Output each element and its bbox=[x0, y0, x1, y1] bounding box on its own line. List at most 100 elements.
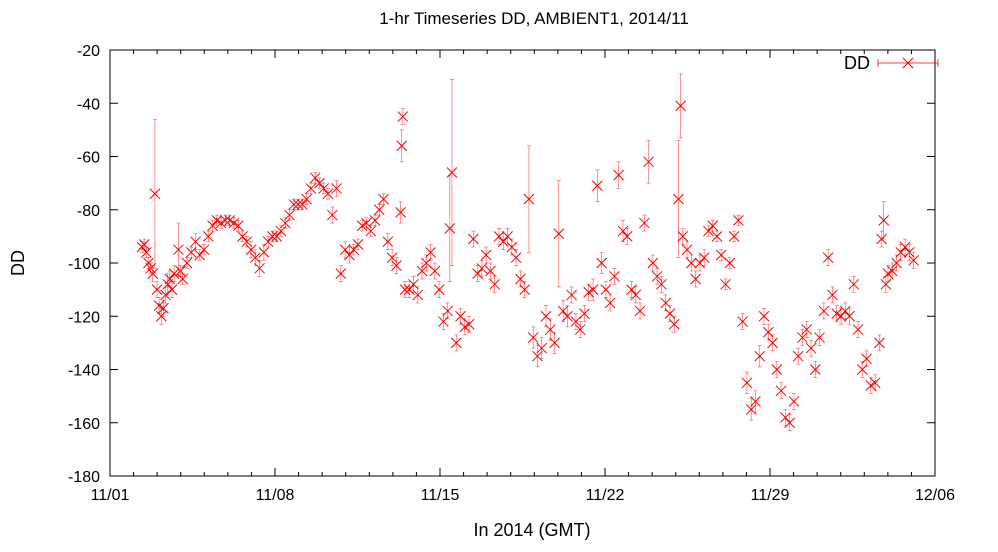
legend: DD bbox=[844, 53, 939, 73]
data-point bbox=[792, 347, 804, 365]
data-point bbox=[194, 249, 206, 261]
data-point bbox=[762, 323, 774, 341]
data-point bbox=[754, 345, 766, 368]
data-point bbox=[587, 278, 599, 301]
legend-marker bbox=[902, 57, 914, 69]
data-point bbox=[876, 230, 887, 248]
legend-label-dd: DD bbox=[844, 53, 870, 73]
x-axis-label: In 2014 (GMT) bbox=[473, 520, 590, 540]
data-point bbox=[463, 315, 475, 333]
data-point bbox=[767, 334, 778, 352]
data-point bbox=[685, 254, 697, 272]
data-point bbox=[181, 257, 193, 269]
y-axis-label: DD bbox=[8, 250, 28, 276]
data-point bbox=[711, 230, 723, 242]
data-point bbox=[741, 371, 753, 394]
data-point bbox=[574, 321, 586, 338]
y-tick-label: -80 bbox=[77, 203, 100, 220]
x-tick-label: 11/01 bbox=[91, 487, 130, 504]
data-point bbox=[626, 281, 637, 298]
data-point bbox=[557, 299, 569, 322]
data-point bbox=[630, 286, 642, 304]
data-point bbox=[497, 233, 509, 250]
data-point bbox=[583, 283, 595, 301]
data-point bbox=[284, 209, 295, 221]
data-point bbox=[147, 265, 159, 282]
data-point bbox=[809, 361, 821, 378]
x-tick-label: 11/22 bbox=[586, 487, 625, 504]
data-point bbox=[822, 249, 834, 266]
data-point bbox=[232, 220, 244, 232]
data-point bbox=[202, 230, 214, 242]
data-point bbox=[519, 281, 530, 298]
data-point bbox=[886, 262, 898, 280]
data-point bbox=[801, 321, 813, 338]
data-point bbox=[326, 206, 338, 224]
data-point bbox=[378, 193, 389, 205]
data-point bbox=[703, 225, 714, 237]
data-point bbox=[322, 188, 334, 200]
data-point bbox=[168, 265, 180, 282]
data-point bbox=[856, 361, 868, 378]
data-point bbox=[604, 294, 616, 312]
chart-title: 1-hr Timeseries DD, AMBIENT1, 2014/11 bbox=[379, 9, 689, 28]
data-point bbox=[899, 238, 911, 256]
data-point bbox=[643, 140, 654, 184]
data-point bbox=[149, 118, 161, 269]
data-point bbox=[660, 294, 672, 312]
data-point bbox=[237, 230, 248, 242]
data-point bbox=[566, 286, 578, 304]
data-point bbox=[314, 177, 325, 189]
data-point bbox=[185, 246, 197, 258]
data-point bbox=[848, 276, 860, 293]
y-tick-label: -100 bbox=[68, 256, 100, 273]
data-point bbox=[493, 228, 505, 245]
data-point bbox=[647, 254, 659, 272]
data-point bbox=[249, 249, 261, 266]
y-tick-label: -40 bbox=[77, 96, 100, 113]
data-point bbox=[309, 172, 321, 184]
y-axis: -20 -40 -60 -80 -100 -120 -140 -160 -180 bbox=[68, 43, 935, 486]
data-point bbox=[335, 265, 347, 282]
x-tick-label: 11/08 bbox=[256, 487, 295, 504]
data-point bbox=[403, 281, 415, 298]
data-point bbox=[369, 214, 381, 227]
data-point bbox=[429, 262, 441, 280]
data-point bbox=[874, 334, 885, 352]
y-tick-label: -120 bbox=[68, 309, 100, 326]
data-point bbox=[600, 281, 612, 298]
data-point bbox=[903, 244, 915, 261]
data-point bbox=[138, 238, 150, 250]
data-point bbox=[220, 214, 231, 227]
data-point bbox=[784, 414, 796, 432]
data-point bbox=[690, 270, 701, 288]
x-tick-label: 11/29 bbox=[751, 487, 790, 504]
data-point bbox=[613, 161, 625, 189]
data-point bbox=[318, 182, 330, 195]
data-point bbox=[523, 145, 535, 253]
data-point bbox=[391, 257, 402, 274]
x-tick-label: 12/06 bbox=[915, 487, 955, 504]
data-point bbox=[408, 276, 419, 293]
data-point bbox=[673, 140, 684, 258]
data-point bbox=[442, 302, 454, 320]
data-point bbox=[348, 244, 360, 256]
data-point bbox=[758, 307, 770, 325]
data-point bbox=[207, 220, 218, 232]
data-point bbox=[544, 318, 556, 341]
data-point bbox=[198, 244, 210, 256]
data-point bbox=[166, 281, 178, 298]
y-tick-label: -140 bbox=[68, 363, 100, 380]
data-point bbox=[880, 276, 892, 293]
data-point bbox=[151, 281, 163, 298]
data-point bbox=[651, 268, 663, 285]
data-point bbox=[675, 73, 687, 139]
data-point bbox=[292, 198, 304, 211]
data-point bbox=[395, 201, 407, 224]
data-point bbox=[455, 307, 466, 325]
data-point bbox=[664, 305, 676, 322]
data-point bbox=[397, 108, 409, 125]
data-point bbox=[707, 220, 719, 232]
data-point bbox=[536, 337, 548, 360]
data-point bbox=[750, 390, 761, 413]
